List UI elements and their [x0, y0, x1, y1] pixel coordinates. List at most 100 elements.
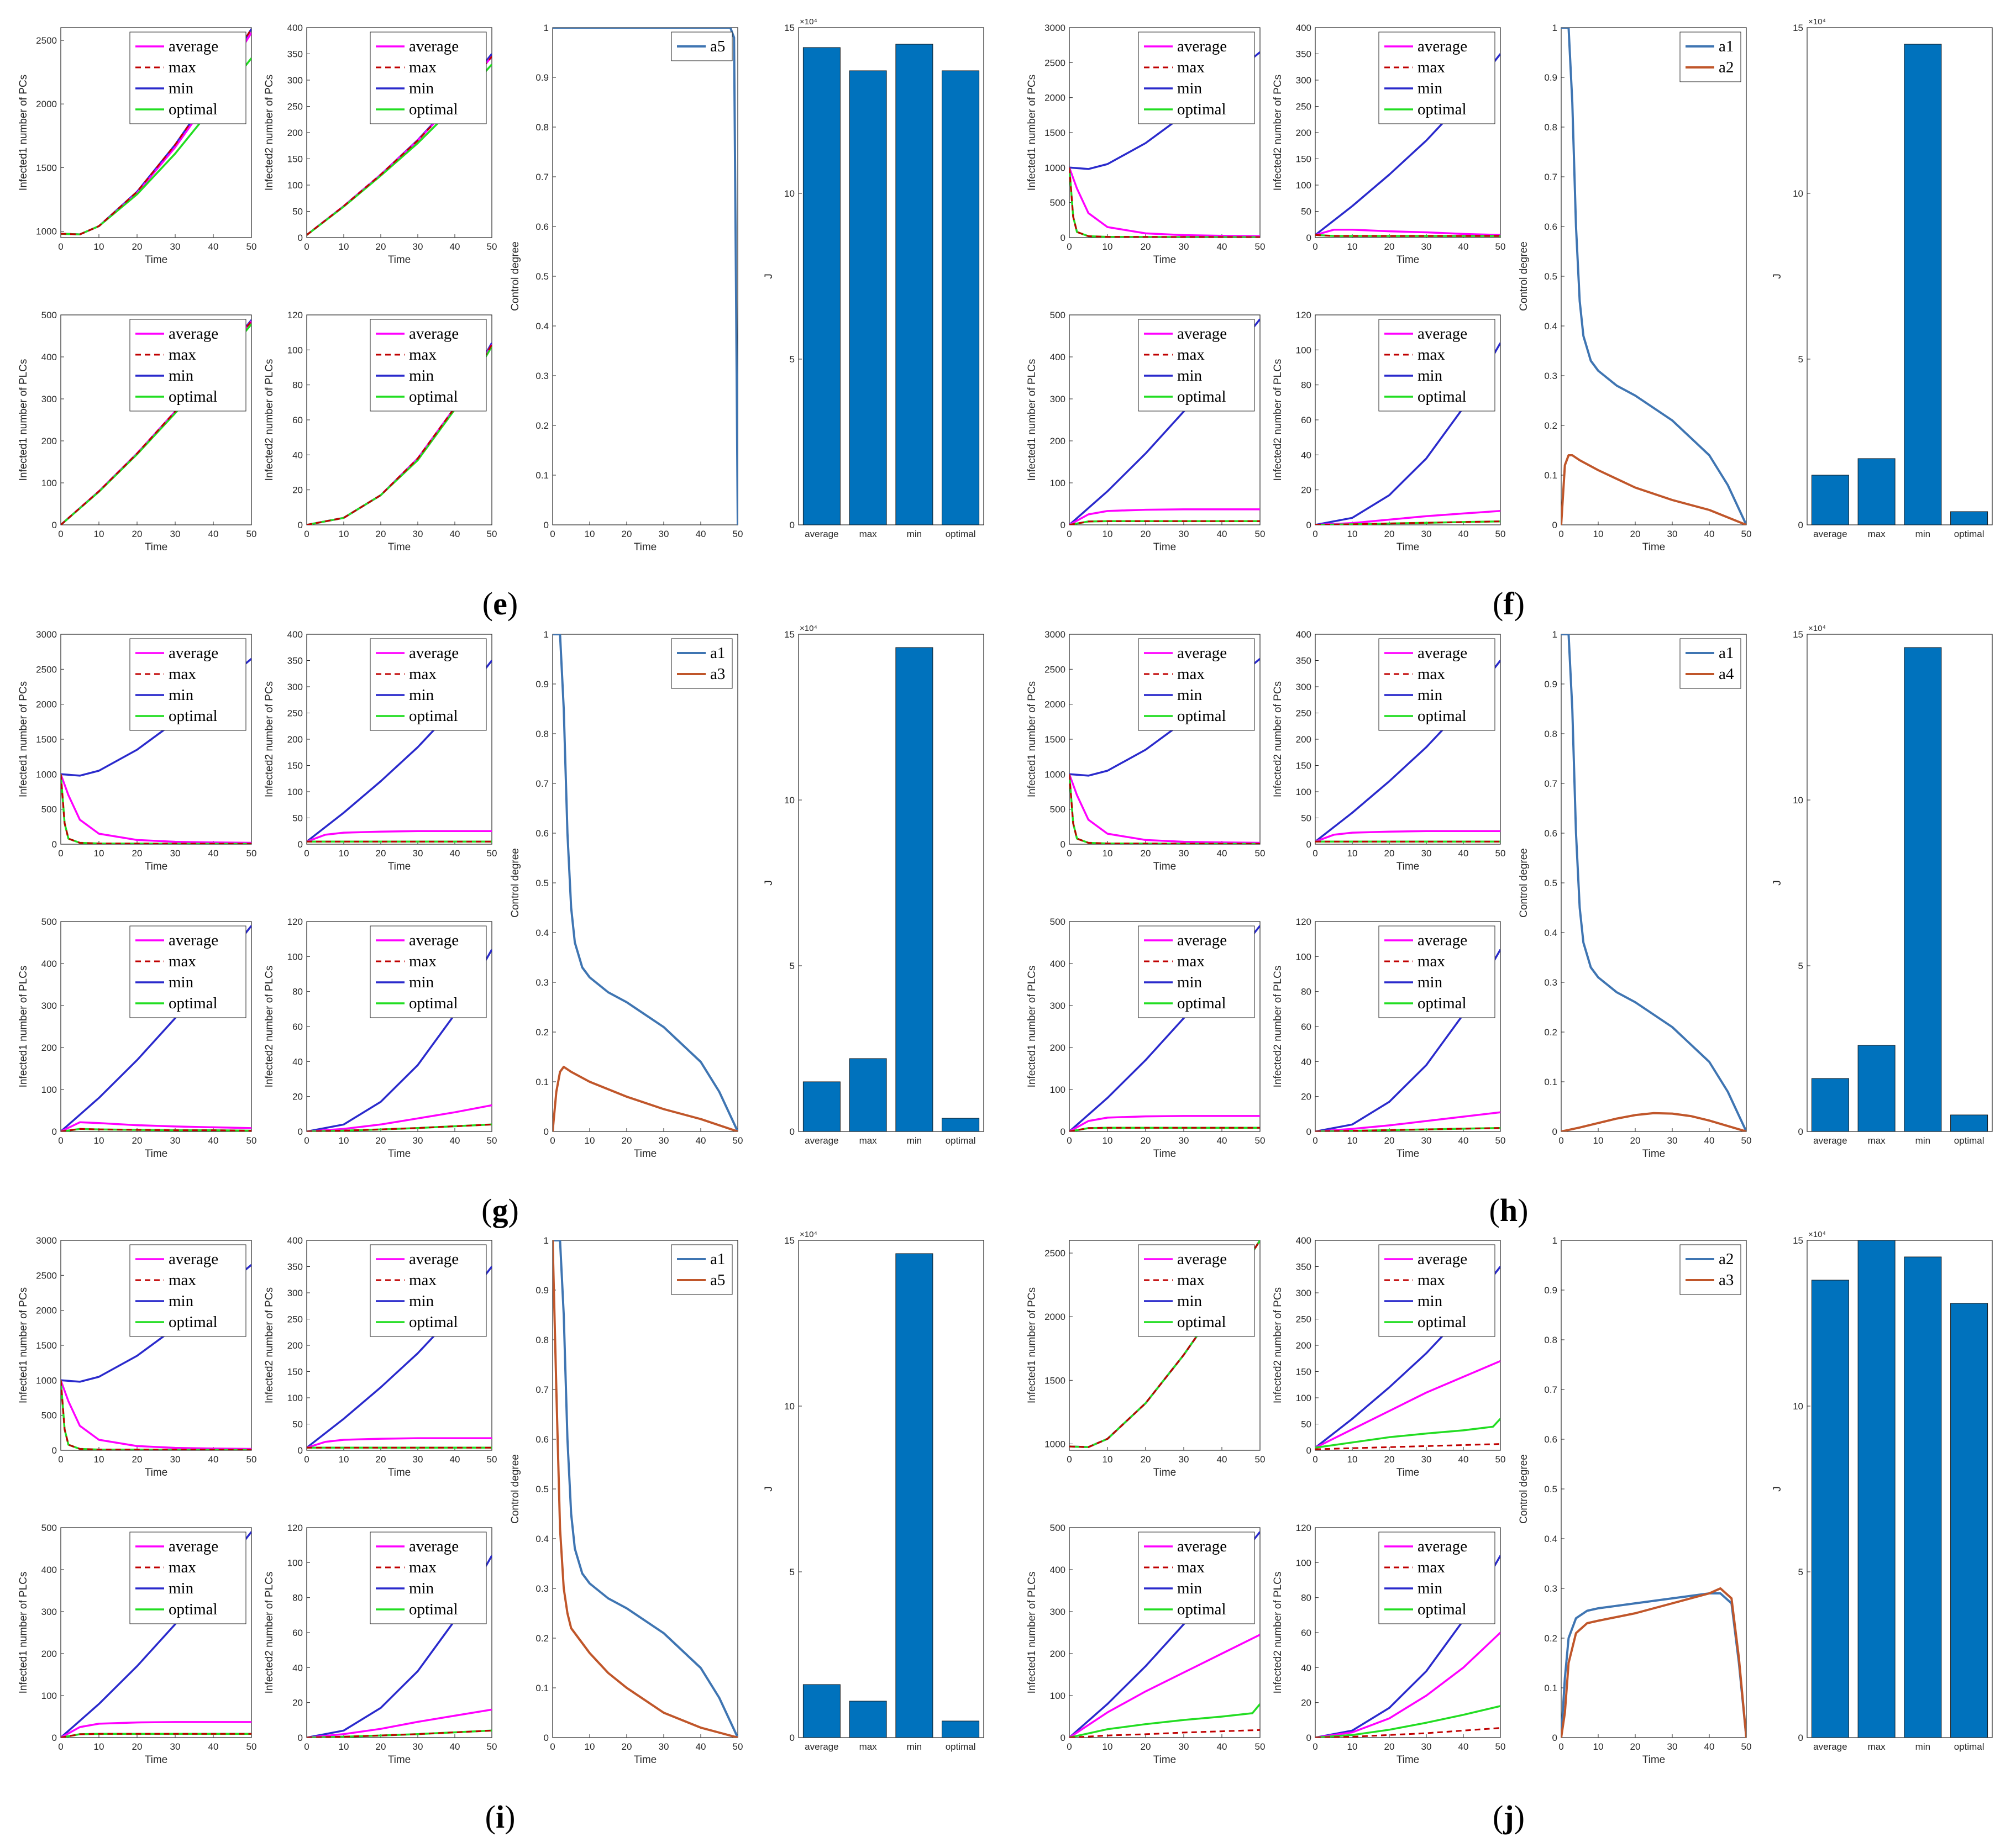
- p1-s4-ytick-label: 1: [1552, 23, 1557, 33]
- p1-s3-ytick-label: 0: [1306, 520, 1311, 530]
- p2-s1-xtick-label: 10: [339, 848, 349, 859]
- p1-s2-legend-label-optimal: optimal: [1177, 388, 1226, 406]
- p0-s1-legend: average max min optimal: [370, 31, 487, 124]
- p5-s2-xlabel: Time: [1153, 1754, 1177, 1766]
- p2-s0-ytick-label: 2000: [36, 699, 57, 710]
- p5-s3-ytick-label: 80: [1301, 1593, 1311, 1603]
- p1-s1-ytick-label: 0: [1306, 233, 1311, 243]
- p0-s4-xtick-label: 30: [659, 529, 669, 539]
- p1-s4-xtick-label: 20: [1630, 529, 1641, 539]
- p1-s4-lines: [1561, 28, 1746, 525]
- panel-label-paren-open: (: [1489, 1192, 1500, 1228]
- p2-s3-ytick-label: 0: [298, 1127, 303, 1137]
- p2-s2-ytick-label: 200: [41, 1043, 57, 1053]
- p0-s2-ytick-label: 100: [41, 478, 57, 488]
- p3-s2-ytick-label: 100: [1050, 1085, 1065, 1095]
- p4-s2-ytick-label: 200: [41, 1649, 57, 1659]
- p2-s0-legend-label-max: max: [169, 665, 196, 683]
- p4-s4-ytick-label: 0.6: [536, 1434, 549, 1445]
- panel-label-letter: j: [1503, 1799, 1514, 1835]
- panel-f: 0 10 20 30 40 50050010001500200025003000TimeI…: [1026, 17, 1993, 553]
- p4-s1-line-average: [307, 1437, 492, 1449]
- p1-s1-ytick-label: 50: [1301, 207, 1311, 217]
- p1-s2-xtick-label: 40: [1217, 529, 1227, 539]
- p2-s3-ytick-label: 60: [292, 1022, 303, 1032]
- p4-s5-bar-label-optimal: optimal: [946, 1741, 976, 1752]
- p1-s5-exponent: ×10⁴: [1808, 17, 1826, 27]
- panel-label-paren-close: ): [1518, 1192, 1528, 1228]
- p1-s2-xtick-label: 0: [1067, 529, 1072, 539]
- p3-s5-bar-average: [1811, 1078, 1849, 1132]
- p2-s3-ytick-label: 80: [292, 987, 303, 997]
- p5-s3-xtick-label: 30: [1421, 1741, 1432, 1752]
- p4-s2-ytick-label: 100: [41, 1691, 57, 1701]
- p0-s2-legend-label-min: min: [169, 367, 194, 385]
- p4-s1-xtick-label: 0: [304, 1454, 309, 1465]
- p4-s1-ytick-label: 350: [287, 1262, 303, 1272]
- p0-s4-legend: a5: [671, 31, 733, 61]
- p2-s4-ytick-label: 0: [544, 1127, 549, 1137]
- p4-s2-legend-label-optimal: optimal: [169, 1601, 218, 1618]
- p2-s1-legend-label-optimal: optimal: [409, 707, 458, 725]
- p1-s3-xtick-label: 10: [1347, 529, 1358, 539]
- p2-s1-xtick-label: 50: [487, 848, 497, 859]
- p3-s0-ytick-label: 3000: [1044, 629, 1065, 640]
- p3-s3-xtick-label: 50: [1495, 1135, 1506, 1146]
- p0-s5-ytick-label: 5: [790, 354, 795, 365]
- p4-s1-xtick-label: 30: [413, 1454, 423, 1465]
- p5-s2-xtick-label: 30: [1179, 1741, 1189, 1752]
- p1-s1-ytick-label: 100: [1296, 180, 1311, 191]
- p1-s0-ytick-label: 2500: [1044, 57, 1065, 68]
- p5-s2-xtick-label: 0: [1067, 1741, 1072, 1752]
- p3-s0-xtick-label: 10: [1102, 848, 1113, 859]
- p0-s3-legend-label-average: average: [409, 325, 459, 343]
- p4-s0-ytick-label: 1000: [36, 1375, 57, 1386]
- p4-s1-ytick-label: 150: [287, 1367, 303, 1377]
- p1-s1-line-optimal: [1315, 234, 1500, 237]
- p3-s4-xtick-label: 40: [1704, 1135, 1715, 1146]
- p3-s1-ytick-label: 150: [1296, 761, 1311, 771]
- p3-s1-ytick-label: 50: [1301, 813, 1311, 824]
- p0-s0-legend-label-optimal: optimal: [169, 101, 218, 118]
- p1-s2-ytick-label: 300: [1050, 394, 1065, 404]
- p0-s1-legend-label-average: average: [409, 38, 459, 55]
- p5-s1-legend-label-average: average: [1418, 1250, 1467, 1268]
- p4-s4-xtick-label: 20: [622, 1741, 632, 1752]
- p0-s1-ytick-label: 400: [287, 23, 303, 33]
- p3-s5-bar-optimal: [1950, 1114, 1988, 1132]
- p3-s4-xtick-label: 0: [1558, 1135, 1563, 1146]
- p1-s2-ytick-label: 200: [1050, 436, 1065, 446]
- p4-s3-ytick-label: 20: [292, 1698, 303, 1708]
- p1-s4-legend-label-a2: a2: [1719, 59, 1734, 76]
- p2-s0-ytick-label: 0: [52, 839, 57, 850]
- p5-s5-bar-label-min: min: [1915, 1741, 1930, 1752]
- p2-s1-ytick-label: 150: [287, 761, 303, 771]
- p4-s3-legend-label-max: max: [409, 1559, 437, 1576]
- p4-s0-line-max: [61, 1380, 251, 1450]
- p2-s1-ytick-label: 200: [287, 734, 303, 745]
- p2-s0-ytick-label: 500: [41, 804, 57, 815]
- p3-s4-xtick-label: 10: [1593, 1135, 1604, 1146]
- p0-s1-ytick-label: 250: [287, 102, 303, 112]
- p5-s4-line-a3: [1561, 1587, 1746, 1738]
- p3-s1-xlabel: Time: [1397, 861, 1420, 872]
- panel-label-i: (i): [485, 1799, 516, 1835]
- p3-s2-xtick-label: 20: [1141, 1135, 1151, 1146]
- p1-s1-xtick-label: 10: [1347, 241, 1358, 252]
- p1-s3-ytick-label: 100: [1296, 345, 1311, 355]
- p1-s0-legend-label-average: average: [1177, 38, 1227, 55]
- p1-s4-ylabel: Control degree: [1518, 241, 1530, 311]
- p2-s3-ytick-label: 120: [287, 917, 303, 927]
- p5-s3-ytick-label: 0: [1306, 1733, 1311, 1743]
- p3-s0-line-average: [1069, 773, 1260, 844]
- p0-s2-ytick-label: 300: [41, 394, 57, 404]
- p2-s2-xtick-label: 0: [58, 1135, 63, 1146]
- p0-s4-ytick-label: 0.4: [536, 321, 549, 331]
- p5-s0-xtick-label: 30: [1179, 1454, 1189, 1465]
- panel-label-paren-open: (: [485, 1799, 496, 1835]
- p3-s3-ytick-label: 120: [1296, 917, 1311, 927]
- p1-s1-xtick-label: 40: [1458, 241, 1469, 252]
- p4-s4-xtick-label: 30: [659, 1741, 669, 1752]
- p0-s5-bar-label-optimal: optimal: [946, 529, 976, 539]
- p3-s1-ytick-label: 400: [1296, 629, 1311, 640]
